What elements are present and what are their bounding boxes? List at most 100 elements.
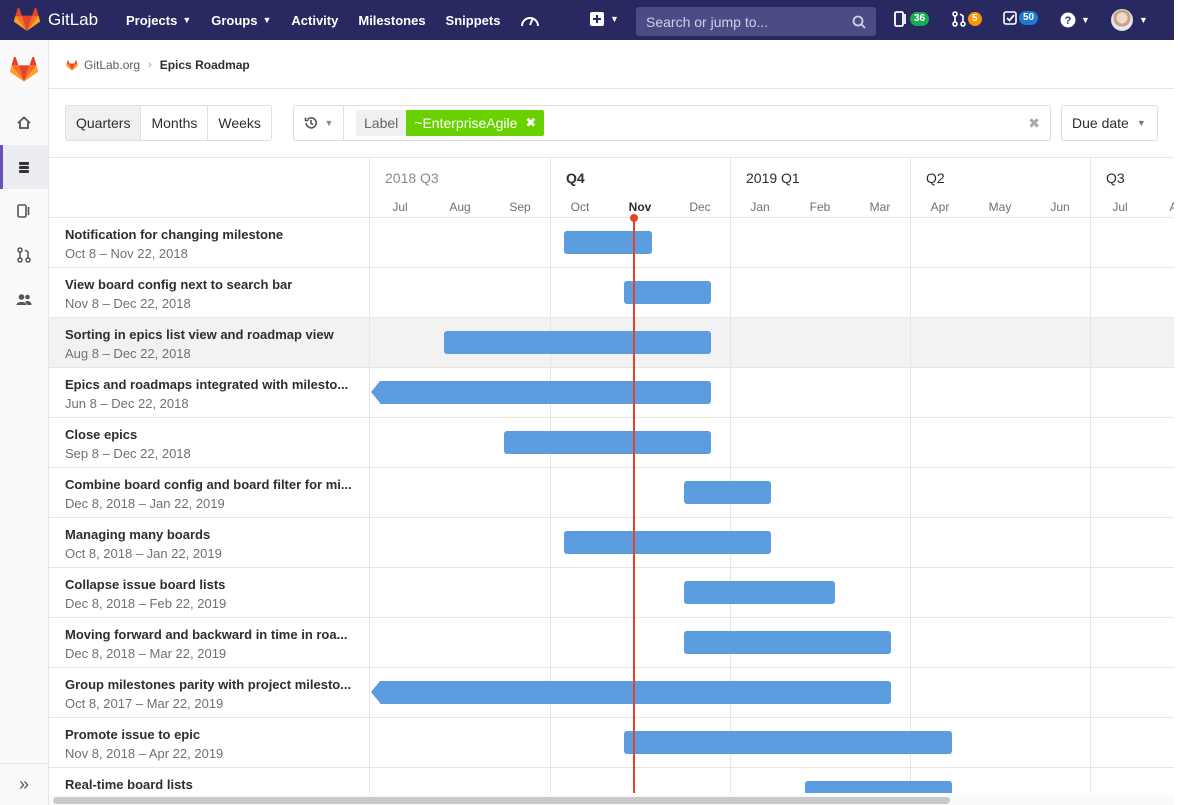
timeline-month-label: Nov [628,200,652,214]
epic-row: Moving forward and backward in time in r… [49,618,1174,668]
epic-timeline-bar[interactable] [683,581,835,604]
sidebar-item-members[interactable] [0,277,48,321]
epic-timeline-bar[interactable] [443,331,711,354]
users-icon [16,293,32,305]
new-dropdown[interactable]: ▼ [590,12,619,26]
avatar [1111,9,1133,31]
todos-counter[interactable]: 50 [1003,11,1039,25]
sidebar-item-epics[interactable] [0,145,48,189]
epic-timeline-bar[interactable] [504,431,711,454]
nav-groups-label: Groups [211,12,258,28]
epic-title-link[interactable]: Combine board config and board filter fo… [65,477,352,492]
preset-weeks-button[interactable]: Weeks [207,106,271,140]
epic-details: Epics and roadmaps integrated with miles… [49,368,370,417]
timeline-month-label: Sep [509,200,531,214]
timeline-month-label: Oct [570,200,590,214]
epic-details: Managing many boards Oct 8, 2018 – Jan 22… [49,518,370,567]
epic-timeline-bar[interactable] [624,281,711,304]
preset-quarters-button[interactable]: Quarters [66,106,141,140]
todos-count-badge: 50 [1019,11,1039,25]
today-indicator-line [633,218,635,793]
timeline-grid-line [1090,518,1091,568]
nav-activity[interactable]: Activity [291,13,338,28]
filtered-search-bar[interactable]: ▼ Label ~EnterpriseAgile ✖ ✖ [293,105,1051,141]
nav-snippets-label: Snippets [445,12,501,28]
issues-count-badge: 36 [910,12,930,26]
search-icon [852,15,866,29]
epic-dates: Sep 8 – Dec 22, 2018 [65,446,191,461]
sort-dropdown-label: Due date [1072,115,1129,131]
nav-milestones[interactable]: Milestones [358,13,425,28]
epic-timeline-bar[interactable] [624,731,952,754]
sidebar-item-merge-requests[interactable] [0,233,48,277]
question-circle-icon: ? [1060,12,1076,28]
epic-title-link[interactable]: View board config next to search bar [65,277,293,292]
horizontal-scrollbar[interactable] [53,797,950,804]
epic-title-link[interactable]: Group milestones parity with project mil… [65,677,352,692]
nav-groups[interactable]: Groups ▼ [211,13,271,28]
epic-row: Managing many boards Oct 8, 2018 – Jan 22… [49,518,1174,568]
epic-title-link[interactable]: Collapse issue board lists [65,577,226,592]
sidebar-item-issues[interactable] [0,189,48,233]
timeline-grid-line [910,218,911,268]
search-input[interactable] [646,13,846,30]
epic-dates: Dec 8, 2018 – Feb 22, 2019 [65,596,227,611]
chevron-down-icon: ▼ [1139,15,1148,25]
filter-token-name[interactable]: Label [356,110,407,136]
timeline-month-label: May [988,200,1012,214]
issues-counter[interactable]: 36 [894,11,930,27]
epic-title-link[interactable]: Sorting in epics list view and roadmap v… [65,327,334,342]
epic-timeline-bar[interactable] [380,381,711,404]
sort-dropdown[interactable]: Due date ▼ [1061,105,1158,141]
epic-timeline-bar[interactable] [563,531,771,554]
help-dropdown[interactable]: ? ▼ [1060,12,1090,28]
epic-title-link[interactable]: Close epics [65,427,138,442]
nav-projects[interactable]: Projects ▼ [126,13,191,28]
epic-dates: Jun 8 – Dec 22, 2018 [65,396,189,411]
epic-title-link[interactable]: Promote issue to epic [65,727,201,742]
breadcrumb-current[interactable]: Epics Roadmap [159,58,250,72]
epic-dates: Oct 8, 2017 – Mar 22, 2019 [65,696,224,711]
group-avatar[interactable] [0,48,48,92]
epic-timeline-bar[interactable] [683,631,891,654]
user-menu[interactable]: ▼ [1111,9,1148,31]
timeline-month-label: Aug [449,200,471,214]
epic-title-link[interactable]: Epics and roadmaps integrated with miles… [65,377,349,392]
nav-snippets[interactable]: Snippets [446,13,501,28]
preset-months-button[interactable]: Months [140,106,208,140]
performance-bar-icon[interactable] [520,11,540,29]
epic-title-link[interactable]: Moving forward and backward in time in r… [65,627,348,642]
chevron-down-icon: ▼ [610,14,619,24]
timeline-quarter-label: Q2 [926,170,945,186]
epic-timeline-bar[interactable] [805,781,952,793]
sidebar-item-overview[interactable] [0,100,48,144]
collapse-sidebar-button[interactable]: » [0,763,48,805]
timeline-header: 2018 Q3 Q4 2019 Q1 Q2 Q3 Jul Aug Sep Oct Nov Dec Ja… [370,158,1174,218]
recent-searches-dropdown[interactable]: ▼ [294,106,344,140]
epic-dates: Oct 8 – Nov 22, 2018 [65,246,188,261]
gitlab-home-link[interactable]: GitLab [0,8,112,32]
timeline-grid-line [910,268,911,318]
gitlab-logo-icon [66,59,78,70]
timeline-grid-line [1090,668,1091,718]
search-box[interactable] [636,7,876,36]
merge-requests-counter[interactable]: 5 [952,11,982,27]
home-icon [17,115,31,129]
epic-title-link[interactable]: Notification for changing milestone [65,227,284,242]
epic-timeline-bar[interactable] [683,481,771,504]
timeline-quarter-label: 2018 Q3 [385,170,439,186]
timeline-quarter-label: Q3 [1106,170,1125,186]
timeline-month-label: Aug [1169,200,1174,214]
timeline-grid-line [910,418,911,468]
epic-title-link[interactable]: Managing many boards [65,527,211,542]
issues-icon [17,204,30,218]
epic-row: Notification for changing milestone Oct 8… [49,218,1174,268]
filter-token-value[interactable]: ~EnterpriseAgile ✖ [406,110,545,136]
svg-text:?: ? [1065,15,1072,27]
epic-timeline-bar[interactable] [563,231,652,254]
epic-timeline-bar[interactable] [380,681,891,704]
clear-search-icon[interactable]: ✖ [1028,115,1040,131]
epic-title-link[interactable]: Real-time board lists [65,777,193,792]
breadcrumb-group-link[interactable]: GitLab.org [84,58,141,72]
remove-token-icon[interactable]: ✖ [525,115,537,130]
